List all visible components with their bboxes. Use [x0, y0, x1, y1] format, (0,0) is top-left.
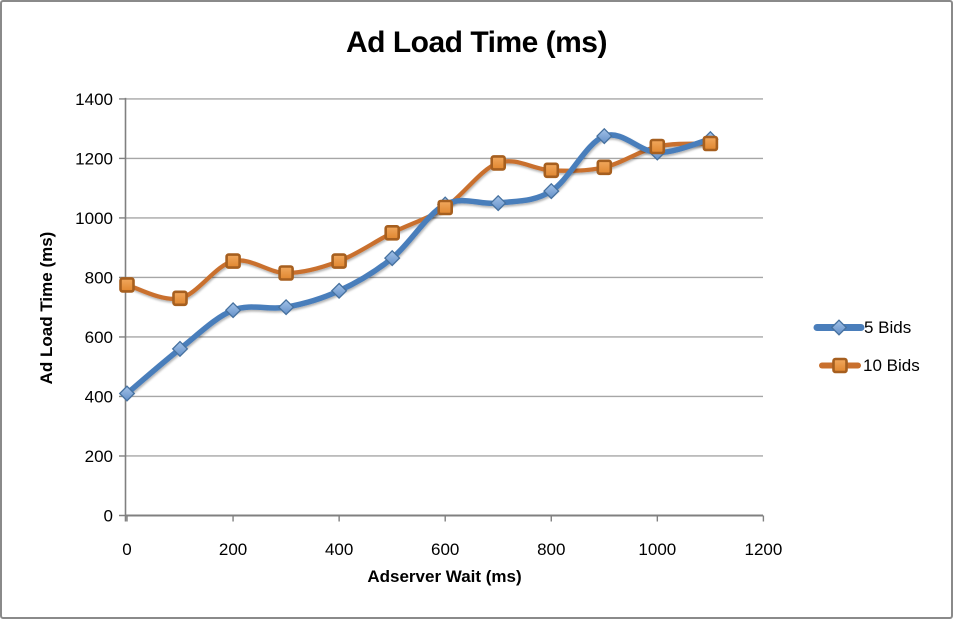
- y-tick-label: 1200: [75, 149, 113, 168]
- series-marker-10-bids-x1100: [702, 135, 719, 152]
- series-marker-5-bids-x500: [383, 249, 401, 267]
- y-tick-label: 1400: [75, 90, 113, 109]
- series-marker-5-bids-x700: [489, 194, 507, 212]
- x-tick-label: 1000: [638, 540, 676, 559]
- y-tick-label: 1000: [75, 209, 113, 228]
- legend-label-10-bids: 10 Bids: [863, 356, 920, 375]
- series-marker-10-bids-x200: [225, 253, 241, 269]
- y-tick-label: 400: [85, 387, 113, 406]
- series-marker-10-bids-x300: [278, 265, 294, 281]
- legend-label-5-bids: 5 Bids: [864, 318, 912, 337]
- series-line-10-bids: [124, 141, 713, 302]
- series-marker-5-bids-x400: [330, 282, 348, 300]
- x-axis-title: Adserver Wait (ms): [367, 567, 522, 586]
- legend-marker-5-bids: [830, 319, 848, 336]
- series-line-5-bids: [124, 132, 714, 397]
- legend-marker-10-bids: [832, 357, 848, 374]
- y-tick-label: 0: [104, 507, 113, 526]
- series-marker-5-bids-x0: [118, 385, 136, 402]
- series-marker-5-bids-x800: [543, 182, 560, 200]
- chart-title: Ad Load Time (ms): [346, 26, 607, 59]
- series-marker-5-bids-x300: [277, 298, 295, 316]
- x-tick-label: 800: [537, 540, 565, 559]
- series-marker-10-bids-x700: [490, 155, 507, 171]
- x-tick-label: 400: [325, 540, 353, 559]
- series-marker-5-bids-x900: [596, 127, 613, 145]
- series-marker-5-bids-x100: [171, 340, 189, 358]
- series-marker-5-bids-x200: [224, 301, 242, 319]
- x-tick-label: 600: [431, 540, 459, 559]
- series-marker-10-bids-x500: [384, 225, 401, 241]
- y-tick-label: 800: [85, 268, 113, 287]
- series-marker-10-bids-x1000: [649, 138, 666, 155]
- series-marker-10-bids-x400: [331, 253, 347, 269]
- x-tick-label: 1200: [744, 540, 782, 559]
- x-tick-label: 0: [122, 540, 131, 559]
- x-tick-label: 200: [219, 540, 247, 559]
- series-marker-10-bids-x800: [543, 162, 560, 179]
- y-tick-label: 200: [85, 447, 113, 466]
- series-marker-10-bids-x600: [437, 199, 454, 216]
- y-tick-label: 600: [85, 328, 113, 347]
- series-marker-10-bids-x0: [119, 277, 135, 293]
- series-marker-10-bids-x900: [596, 159, 613, 176]
- series-marker-10-bids-x100: [172, 290, 188, 307]
